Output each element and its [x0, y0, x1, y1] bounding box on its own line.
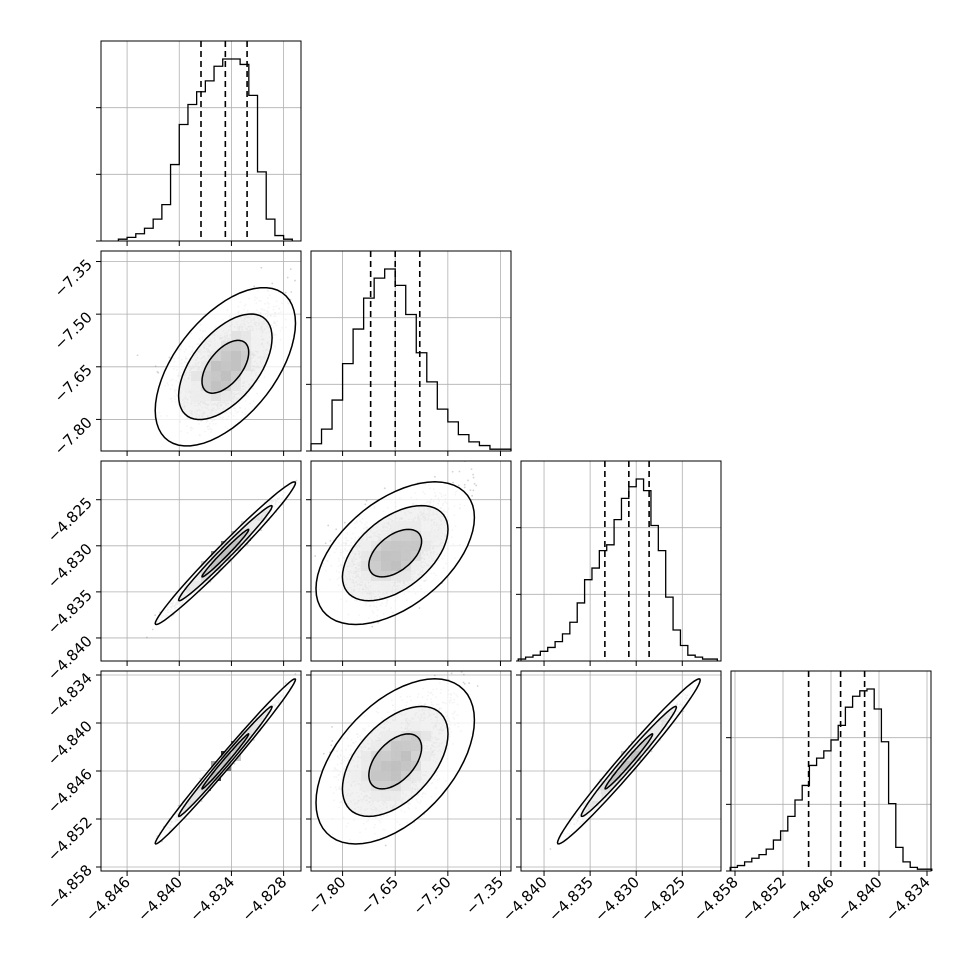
histogram-step: [729, 688, 933, 871]
panel-2d-0-1: −7.80 −7.65 −7.50 −7.35: [51, 228, 305, 470]
axes-frame: [100, 40, 302, 242]
scatter-point: [136, 354, 139, 357]
scatter-point: [168, 356, 171, 359]
scatter-point: [295, 479, 298, 482]
scatter-point: [156, 370, 159, 373]
x-tick-label: −4.852: [738, 873, 790, 925]
panel-hist-3: −4.858−4.852−4.846−4.840−4.834: [690, 670, 934, 925]
scatter-point: [290, 291, 293, 293]
histogram-step: [517, 478, 718, 661]
axes-frame: [310, 250, 512, 452]
panel-hist-1: [306, 250, 512, 456]
scatter-point: [191, 468, 193, 470]
scatter-point: [154, 365, 157, 368]
axes-frame: [730, 670, 932, 872]
scatter-point: [271, 282, 274, 285]
scatter-point: [157, 371, 160, 374]
scatter-point: [151, 628, 154, 631]
scatter-point: [260, 266, 263, 269]
histogram-step: [117, 58, 293, 241]
scatter-point: [294, 279, 296, 282]
panel-hist-0: [96, 40, 302, 246]
x-tick-label: −4.858: [690, 873, 742, 925]
axes-frame: [520, 460, 722, 662]
x-tick-label: −4.846: [786, 873, 838, 925]
panel-2d-0-2: −4.840−4.835−4.830−4.825: [44, 460, 302, 684]
scatter-point: [289, 268, 292, 271]
scatter-point: [286, 276, 289, 279]
y-tick-label: −7.50: [51, 308, 96, 353]
y-tick-label: −7.80: [51, 414, 96, 459]
scatter-point: [213, 455, 215, 457]
scatter-point: [284, 291, 287, 294]
y-tick-label: −7.65: [51, 361, 96, 406]
scatter-point: [303, 228, 305, 230]
x-tick-label: −4.840: [834, 873, 886, 925]
scatter-point: [253, 285, 256, 288]
histogram-step: [310, 268, 512, 451]
scatter-point: [145, 636, 148, 639]
y-tick-label: −7.35: [51, 256, 96, 301]
panel-hist-2: [516, 460, 722, 666]
x-tick-label: −4.834: [882, 873, 934, 925]
